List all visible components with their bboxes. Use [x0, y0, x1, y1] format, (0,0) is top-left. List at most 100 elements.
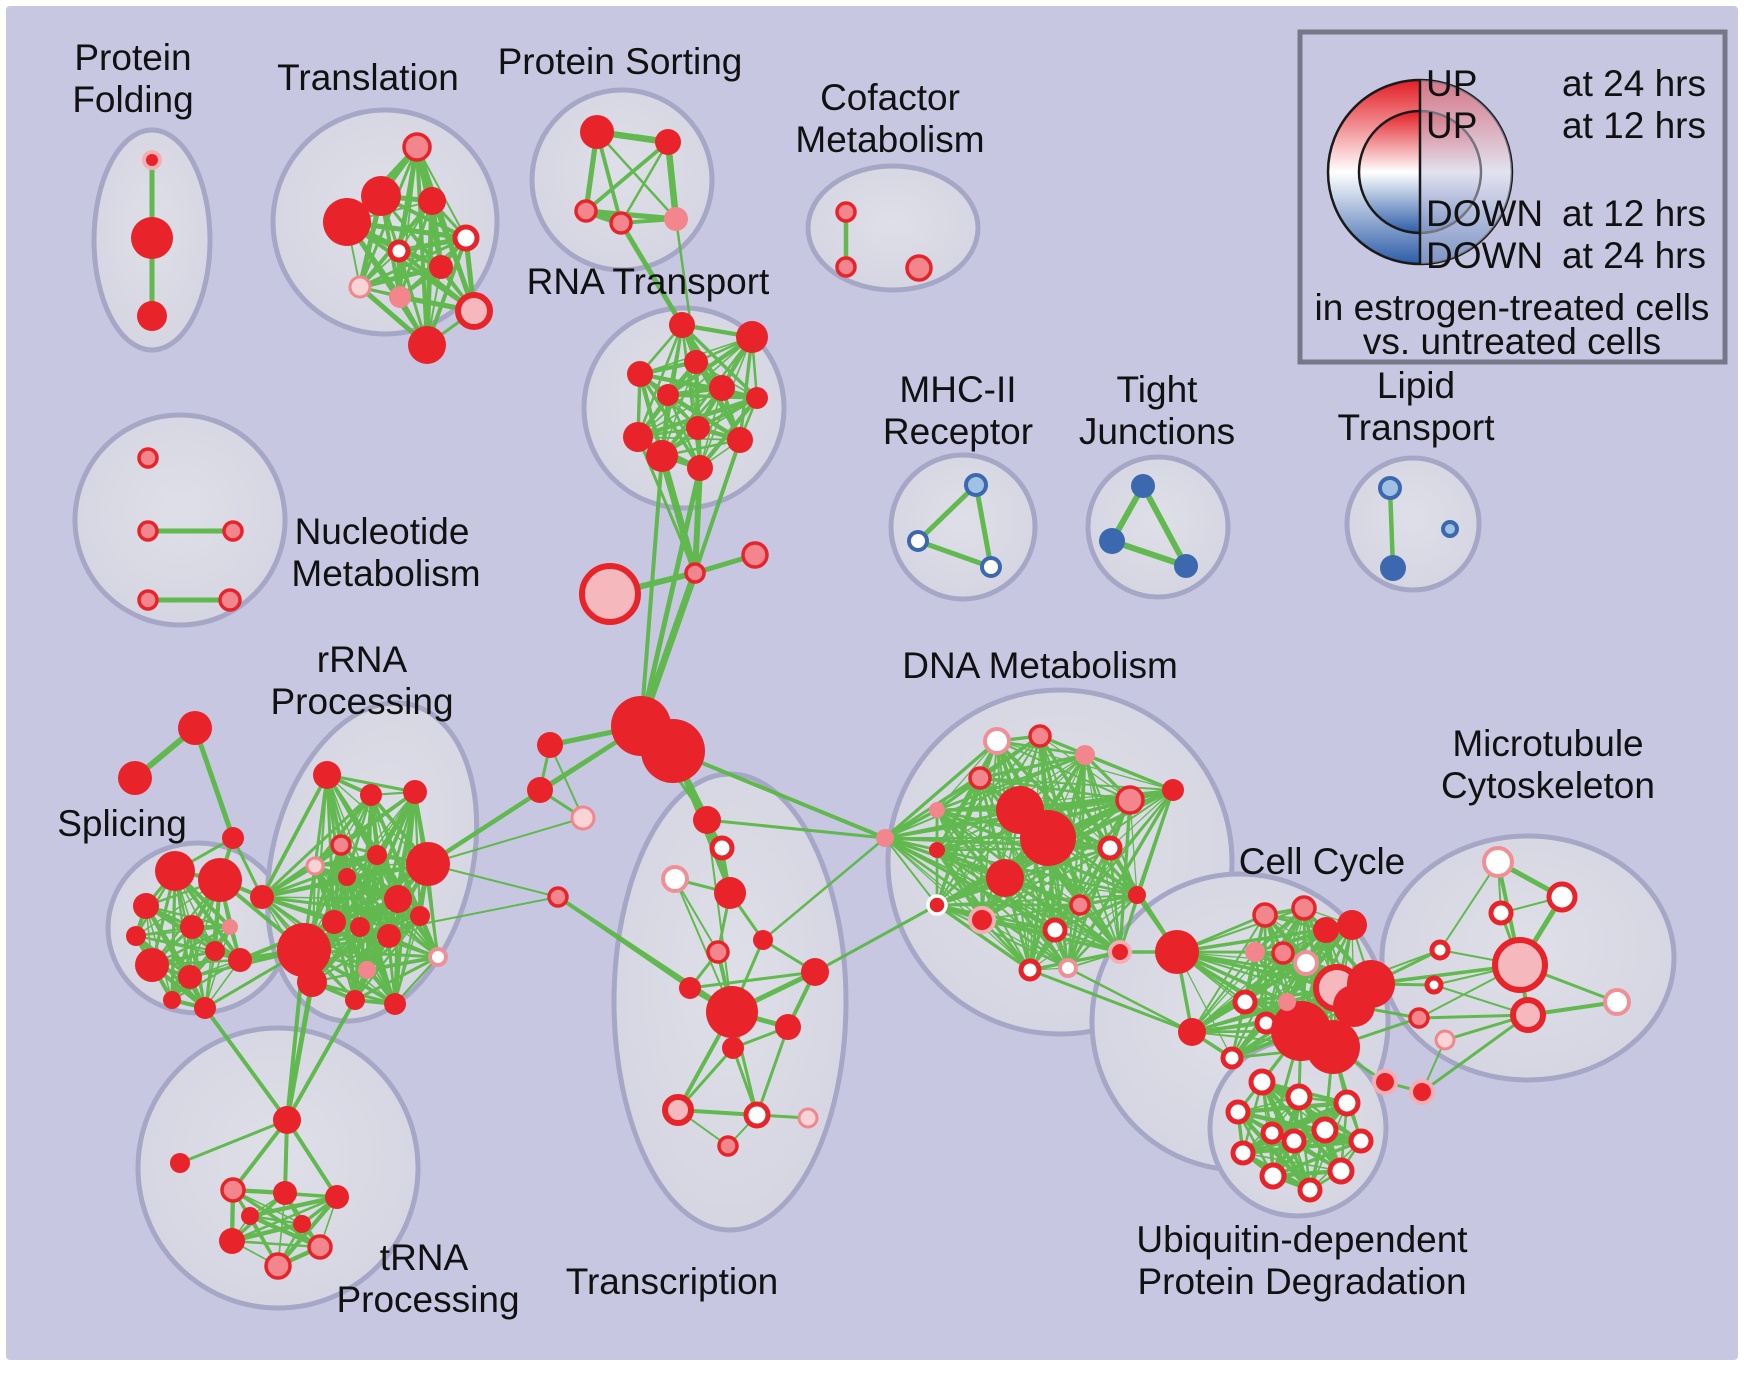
node-protein-folding.0 — [142, 150, 162, 170]
edge-trna-processing — [178, 1118, 289, 1165]
node-f2 — [741, 541, 769, 569]
node-protein-sorting.2 — [574, 199, 598, 223]
node-translation.4 — [452, 224, 480, 252]
legend-footer-2: vs. untreated cells — [1363, 321, 1661, 362]
cluster-label-rrna-processing-line2: Processing — [270, 681, 453, 722]
edge-cell-cycle — [1175, 906, 1306, 954]
edge-translation — [399, 146, 418, 298]
node-microtubule-cytoskeleton.9 — [1434, 1029, 1456, 1051]
legend-time-1: at 12 hrs — [1562, 105, 1706, 146]
node-ubiquitin-degradation.4 — [1311, 1116, 1339, 1144]
node-lipid-transport.1 — [1380, 555, 1406, 581]
node-ubiquitin-degradation.7 — [1230, 1140, 1256, 1166]
cluster-label-transcription: Transcription — [566, 1261, 778, 1302]
edge-dna-metabolism — [979, 777, 1174, 791]
node-f9 — [178, 711, 212, 745]
node-rna-transport.6 — [746, 387, 768, 409]
cluster-label-lipid-transport: Lipid — [1377, 365, 1455, 406]
node-rna-transport.9 — [727, 427, 753, 453]
node-translation.10 — [408, 326, 446, 364]
edge-cell-cycle — [1230, 951, 1285, 1060]
edge-link — [658, 452, 699, 577]
cluster-label-translation: Translation — [277, 57, 459, 98]
node-transcription.8 — [706, 986, 758, 1038]
node-splicing.8 — [205, 941, 225, 961]
edge-link — [638, 465, 703, 729]
node-transcription.14 — [717, 1135, 739, 1157]
node-rrna-processing.11 — [350, 917, 370, 937]
edge-rrna-processing — [353, 955, 440, 1002]
edge-rna-transport — [637, 436, 741, 441]
edge-tight-junctions — [1109, 538, 1189, 569]
edge-mhc-ii-receptor — [915, 538, 994, 570]
node-cell-cycle.16 — [1220, 1046, 1244, 1070]
node-tight-junctions.1 — [1099, 528, 1125, 554]
node-transcription.13 — [797, 1107, 819, 1129]
node-ubiquitin-degradation.3 — [1225, 1099, 1251, 1125]
edge-trna-processing — [231, 1118, 289, 1192]
edge-dna-metabolism — [935, 903, 1032, 972]
cluster-label-ubiquitin-degradation: Ubiquitin-dependent — [1136, 1219, 1468, 1260]
edge-link — [618, 220, 685, 328]
node-dna-metabolism.0 — [983, 727, 1011, 755]
node-cell-cycle.14 — [1306, 1020, 1360, 1074]
cluster-label-protein-sorting: Protein Sorting — [498, 41, 743, 82]
node-transcription.12 — [743, 1101, 771, 1129]
edge-link — [761, 836, 887, 942]
edge-protein-sorting — [619, 140, 670, 225]
edge-splicing — [170, 869, 177, 1002]
edge-cell-cycle — [1190, 950, 1257, 1034]
node-nucleotide-metabolism.1 — [137, 520, 159, 542]
edge-trna-processing — [230, 1239, 322, 1249]
node-trna-processing.2 — [220, 1177, 246, 1203]
edge-dna-metabolism — [936, 894, 1138, 906]
edge-link — [671, 749, 887, 840]
cluster-label-lipid-transport-line2: Transport — [1338, 407, 1496, 448]
edge-dna-metabolism — [981, 904, 1081, 921]
edge-link — [1420, 1013, 1530, 1094]
node-trna-processing.7 — [219, 1228, 245, 1254]
edge-microtubule-cytoskeleton — [1417, 1013, 1530, 1020]
edge-trna-processing — [285, 1118, 339, 1199]
cluster-label-dna-metabolism: DNA Metabolism — [902, 645, 1178, 686]
edge-dna-metabolism — [1129, 799, 1138, 896]
edge-rrna-processing — [365, 955, 440, 972]
node-rna-transport.3 — [627, 361, 653, 387]
cluster-label-trna-processing: tRNA — [380, 1237, 469, 1278]
node-dna-metabolism.6 — [929, 842, 945, 858]
node-cell-cycle.19 — [1409, 1079, 1435, 1105]
node-dna-metabolism.16 — [1042, 917, 1068, 943]
edge-mhc-ii-receptor — [915, 482, 979, 544]
node-translation.2 — [361, 176, 401, 216]
node-transcription.10 — [722, 1037, 744, 1059]
node-rrna-processing.13 — [410, 906, 430, 926]
edge-link — [1066, 966, 1194, 1034]
node-f7 — [570, 805, 596, 831]
legend-direction-2: DOWN — [1426, 193, 1543, 234]
legend: UP at 24 hrs UP at 12 hrs DOWN at 12 hrs DOWN a… — [1297, 29, 1728, 365]
edge-tight-junctions — [1140, 483, 1189, 569]
edge-dna-metabolism — [1084, 754, 1138, 896]
node-rna-transport.10 — [646, 440, 678, 472]
node-cell-cycle.8 — [1293, 950, 1319, 976]
node-rrna-processing.4 — [305, 856, 325, 876]
cluster-label-trna-processing-line2: Processing — [336, 1279, 519, 1320]
legend-time-2: at 12 hrs — [1562, 193, 1706, 234]
node-rrna-processing.8 — [406, 842, 450, 886]
node-splicing.6 — [135, 948, 169, 982]
node-cell-cycle.3 — [1291, 895, 1317, 921]
edge-cell-cycle — [1231, 962, 1307, 1059]
node-transcription.6 — [679, 977, 701, 999]
edge-dna-metabolism — [1083, 753, 1175, 792]
cluster-label-microtubule-cytoskeleton-line2: Cytoskeleton — [1441, 765, 1655, 806]
cluster-label-ubiquitin-degradation-line2: Protein Degradation — [1137, 1261, 1466, 1302]
cluster-label-splicing: Splicing — [57, 803, 187, 844]
node-ubiquitin-degradation.6 — [1348, 1128, 1374, 1154]
edge-rna-transport — [637, 387, 723, 438]
node-translation.0 — [402, 132, 432, 162]
edge-link — [693, 438, 742, 575]
edge-rrna-processing — [261, 896, 399, 900]
node-cell-cycle.11 — [1232, 989, 1258, 1015]
node-rrna-processing.15 — [297, 967, 327, 997]
